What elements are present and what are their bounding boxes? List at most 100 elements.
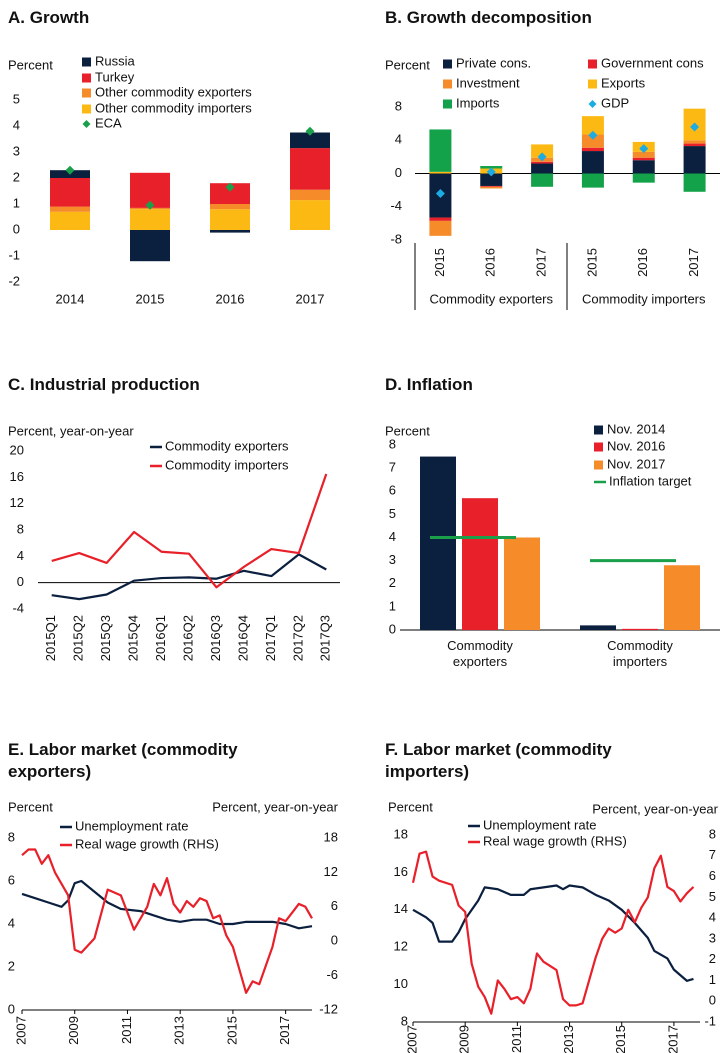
- x-tick-label: 2016Q1: [153, 615, 168, 661]
- y-tick-label: 8: [395, 98, 402, 113]
- legend-swatch: [82, 104, 91, 114]
- y2-tick-label: 6: [709, 868, 716, 883]
- y-tick-label: 7: [389, 460, 396, 475]
- marker: [690, 122, 700, 132]
- y-tick-label: 8: [8, 829, 15, 844]
- bar-segment: [480, 185, 503, 187]
- y-tick-label: 12: [10, 495, 24, 510]
- y-tick-label: -4: [390, 198, 402, 213]
- bar-segment: [210, 204, 250, 210]
- y-tick-label: 4: [395, 132, 402, 147]
- bar: [622, 628, 658, 630]
- bar-segment: [290, 200, 330, 230]
- y2-tick-label: 6: [331, 898, 338, 913]
- x-tick-label: 2017: [534, 248, 549, 277]
- y-axis-label: Percent: [8, 799, 53, 814]
- legend-swatch: [82, 57, 91, 67]
- bar-segment: [429, 220, 452, 236]
- bar-segment: [290, 148, 330, 190]
- bar-segment: [50, 206, 90, 212]
- bar-segment: [480, 186, 503, 189]
- y-tick-label: 0: [17, 574, 24, 589]
- legend-label: Exports: [601, 75, 646, 90]
- x-tick-label: 2015: [136, 291, 165, 306]
- bar-segment: [581, 134, 604, 148]
- line-series: [51, 473, 328, 589]
- y2-axis-label: Percent, year-on-year: [592, 801, 718, 816]
- x-tick-label: 2015: [224, 1016, 239, 1045]
- x-tick-label: 2016Q3: [208, 615, 223, 661]
- y-tick-label: 16: [10, 469, 24, 484]
- y-tick-label: -1: [8, 247, 20, 262]
- y2-tick-label: -1: [704, 1013, 716, 1028]
- y-tick-label: 4: [13, 117, 20, 132]
- legend-label: Inflation target: [609, 473, 692, 488]
- bar-segment: [531, 144, 554, 158]
- y-tick-label: -4: [12, 600, 24, 615]
- bar-segment: [480, 173, 503, 186]
- y-axis-label: Percent: [388, 799, 433, 814]
- y-tick-label: 3: [389, 552, 396, 567]
- x-tick-label: 2011: [119, 1016, 134, 1044]
- x-tick-label: Commodity importers: [607, 638, 673, 669]
- bar-segment: [683, 173, 706, 192]
- bar-segment: [632, 173, 655, 183]
- y-tick-label: 0: [8, 1001, 15, 1016]
- y2-tick-label: 0: [331, 933, 338, 948]
- y-axis-label: Percent: [385, 423, 430, 438]
- x-tick-label: 2015Q1: [43, 615, 58, 661]
- y2-tick-label: 8: [709, 826, 716, 841]
- bar-segment: [632, 160, 655, 174]
- y-tick-label: 2: [389, 575, 396, 590]
- bar-segment: [683, 143, 706, 147]
- x-tick-label: 2017: [296, 291, 325, 306]
- legend-swatch: [82, 73, 91, 83]
- bar-segment: [210, 209, 250, 230]
- x-tick-label: 2015: [432, 248, 447, 277]
- bar-segment: [581, 173, 604, 188]
- legend-swatch: [82, 88, 91, 98]
- y-tick-label: 10: [394, 976, 408, 991]
- x-tick-label: 2015: [584, 248, 599, 277]
- bar-segment: [632, 151, 655, 158]
- y-tick-label: 5: [13, 91, 20, 106]
- y2-axis-label: Percent, year-on-year: [212, 799, 338, 814]
- y2-tick-label: 5: [709, 889, 716, 904]
- y2-tick-label: 7: [709, 847, 716, 862]
- marker: [588, 130, 598, 140]
- legend-label: Unemployment rate: [75, 818, 188, 833]
- legend-label: Real wage growth (RHS): [483, 833, 627, 848]
- y2-tick-label: -12: [319, 1001, 338, 1016]
- bar-segment: [581, 116, 604, 135]
- bar-segment: [130, 230, 170, 262]
- bar-segment: [531, 173, 554, 187]
- y-tick-label: 2: [13, 169, 20, 184]
- y-tick-label: 0: [13, 221, 20, 236]
- line-series: [21, 848, 313, 994]
- y-tick-label: 4: [389, 529, 396, 544]
- y-tick-label: 4: [17, 548, 24, 563]
- line-series: [21, 879, 313, 930]
- legend-swatch: [588, 100, 597, 108]
- y-tick-label: 8: [401, 1013, 408, 1028]
- y-tick-label: 6: [389, 483, 396, 498]
- x-tick-label: 2016Q2: [180, 615, 195, 661]
- y-tick-label: -8: [390, 231, 402, 246]
- x-tick-label: 2017: [277, 1016, 292, 1045]
- legend-label: Unemployment rate: [483, 817, 596, 832]
- legend-swatch: [82, 120, 91, 128]
- marker: [305, 126, 315, 136]
- y-tick-label: 6: [8, 872, 15, 887]
- bar-segment: [581, 147, 604, 152]
- marker: [639, 144, 649, 154]
- bar: [664, 565, 700, 630]
- chart-title: C. Industrial production: [8, 375, 200, 394]
- marker: [225, 182, 235, 192]
- legend-label: Russia: [95, 53, 136, 68]
- y2-tick-label: 12: [324, 864, 338, 879]
- legend-label: Commodity importers: [165, 457, 289, 472]
- y-tick-label: 2: [8, 958, 15, 973]
- y-axis-label: Percent, year-on-year: [8, 423, 134, 438]
